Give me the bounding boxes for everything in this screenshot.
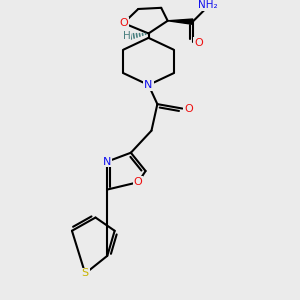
Text: O: O xyxy=(184,104,193,114)
Text: O: O xyxy=(134,177,142,187)
Text: O: O xyxy=(119,18,128,28)
Text: O: O xyxy=(194,38,203,48)
Text: S: S xyxy=(82,268,89,278)
Text: NH₂: NH₂ xyxy=(198,0,217,10)
Text: H: H xyxy=(123,32,130,41)
Text: N: N xyxy=(144,80,153,90)
Text: N: N xyxy=(103,157,112,166)
Polygon shape xyxy=(168,19,193,24)
